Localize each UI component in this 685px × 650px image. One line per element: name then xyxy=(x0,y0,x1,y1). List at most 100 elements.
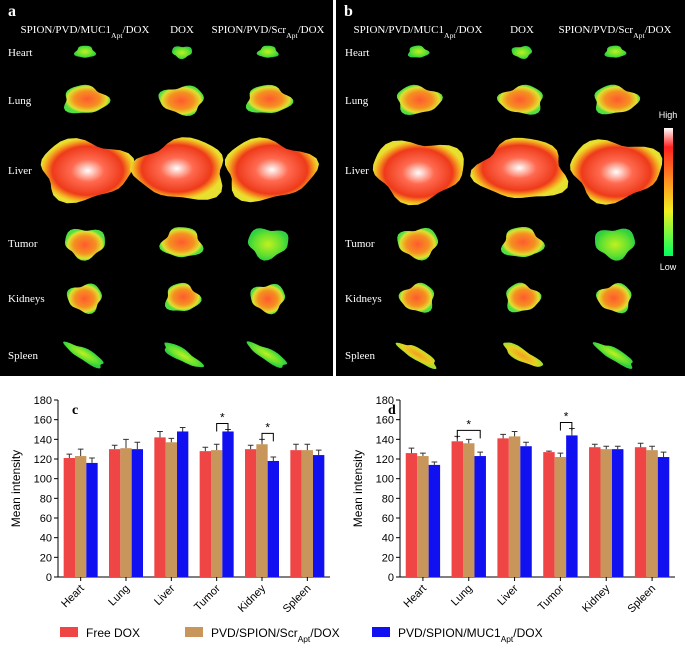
legend-label-part: Apt xyxy=(501,634,514,644)
error-bar xyxy=(66,453,73,459)
column-header-part: SPION/PVD/Scr xyxy=(212,24,287,36)
organ-image xyxy=(63,84,111,114)
y-tick-label: 60 xyxy=(40,513,52,525)
colorbar-high: High xyxy=(659,110,678,120)
y-tick-label: 40 xyxy=(382,533,394,545)
error-bar xyxy=(660,451,667,458)
significance-bracket xyxy=(216,423,229,432)
legend-label: PVD/SPION/ScrApt/DOX xyxy=(211,626,340,644)
y-tick-label: 100 xyxy=(34,474,52,486)
organ-image xyxy=(247,228,289,261)
bar xyxy=(165,442,177,577)
organ-image xyxy=(63,341,104,369)
y-tick-label: 20 xyxy=(382,552,394,564)
column-header-part: DOX xyxy=(510,24,534,36)
organ-image xyxy=(595,228,636,261)
bar xyxy=(75,456,87,577)
error-bar xyxy=(304,443,311,451)
x-tick-label: Kidney xyxy=(236,582,269,615)
error-bar xyxy=(431,461,438,465)
significance-bracket xyxy=(261,432,274,442)
bar xyxy=(245,449,257,577)
x-tick-label: Tumor xyxy=(536,582,567,613)
row-label: Liver xyxy=(8,165,32,177)
bar xyxy=(120,448,132,577)
organ-image xyxy=(66,283,102,314)
column-header-part: SPION/PVD/Scr xyxy=(559,24,634,36)
bar xyxy=(634,447,647,577)
row-label: Tumor xyxy=(345,238,375,250)
error-bar xyxy=(465,438,472,444)
legend-label-part: Free DOX xyxy=(86,626,140,640)
x-tick-label: Liver xyxy=(495,582,521,608)
organ-image xyxy=(172,46,192,60)
legend-swatch xyxy=(185,627,203,637)
y-tick-label: 120 xyxy=(376,454,394,466)
column-header-part: Apt xyxy=(286,31,298,40)
bar xyxy=(222,431,234,577)
bar xyxy=(463,443,475,577)
bar xyxy=(657,457,670,577)
error-bar xyxy=(511,430,518,437)
column-header-part: /DOX xyxy=(123,24,150,36)
error-bar xyxy=(603,445,610,450)
error-bar xyxy=(179,427,186,432)
y-tick-label: 140 xyxy=(376,434,394,446)
organ-image xyxy=(397,227,438,261)
row-label: Spleen xyxy=(8,350,38,362)
column-header-part: Apt xyxy=(111,31,123,40)
y-tick-label: 100 xyxy=(376,474,394,486)
legend-label-part: /DOX xyxy=(513,626,542,640)
significance-bracket xyxy=(559,422,573,431)
bar xyxy=(154,437,166,577)
organ-image xyxy=(224,137,319,203)
significance-mark: * xyxy=(466,417,471,431)
error-bar xyxy=(557,452,564,458)
error-bar xyxy=(89,457,95,463)
bar xyxy=(405,453,418,577)
column-header-part: SPION/PVD/MUC1 xyxy=(354,24,444,36)
y-tick-label: 140 xyxy=(34,434,52,446)
organ-image xyxy=(496,84,543,115)
organ-image xyxy=(570,139,663,205)
x-tick-label: Heart xyxy=(402,583,430,611)
organ-image xyxy=(159,227,204,258)
legend-label: PVD/SPION/MUC1Apt/DOX xyxy=(398,626,543,644)
x-tick-label: Lung xyxy=(449,583,475,609)
organ-image xyxy=(40,138,135,204)
error-bar xyxy=(477,451,484,457)
organ-image xyxy=(164,342,205,368)
bar xyxy=(301,450,313,577)
column-header-part: Apt xyxy=(444,31,456,40)
organ-image xyxy=(250,283,285,315)
bar xyxy=(313,455,325,577)
y-tick-label: 0 xyxy=(388,572,394,584)
bar xyxy=(256,444,268,577)
bar xyxy=(211,450,223,577)
organ-image xyxy=(395,342,437,370)
legend-swatch xyxy=(60,627,78,637)
y-tick-label: 160 xyxy=(34,415,52,427)
error-bar xyxy=(270,456,277,461)
organ-image xyxy=(246,84,294,113)
organ-image xyxy=(165,282,202,311)
bar xyxy=(63,458,75,577)
bar xyxy=(589,447,601,577)
error-bar xyxy=(293,443,299,451)
bar xyxy=(428,464,441,577)
error-bar xyxy=(111,444,118,450)
error-bar xyxy=(247,444,254,450)
y-tick-label: 80 xyxy=(40,493,52,505)
column-header-part: /DOX xyxy=(645,24,672,36)
error-bar xyxy=(420,452,426,457)
bar xyxy=(131,449,143,577)
bar xyxy=(109,449,121,577)
organ-image xyxy=(595,282,632,314)
organ-image xyxy=(64,228,105,261)
legend-label-part: /DOX xyxy=(310,626,339,640)
error-bar xyxy=(523,441,529,447)
x-tick-label: Kidney xyxy=(580,582,613,615)
column-header-part: /DOX xyxy=(298,24,325,36)
bar xyxy=(199,451,211,577)
error-bar xyxy=(77,448,84,457)
